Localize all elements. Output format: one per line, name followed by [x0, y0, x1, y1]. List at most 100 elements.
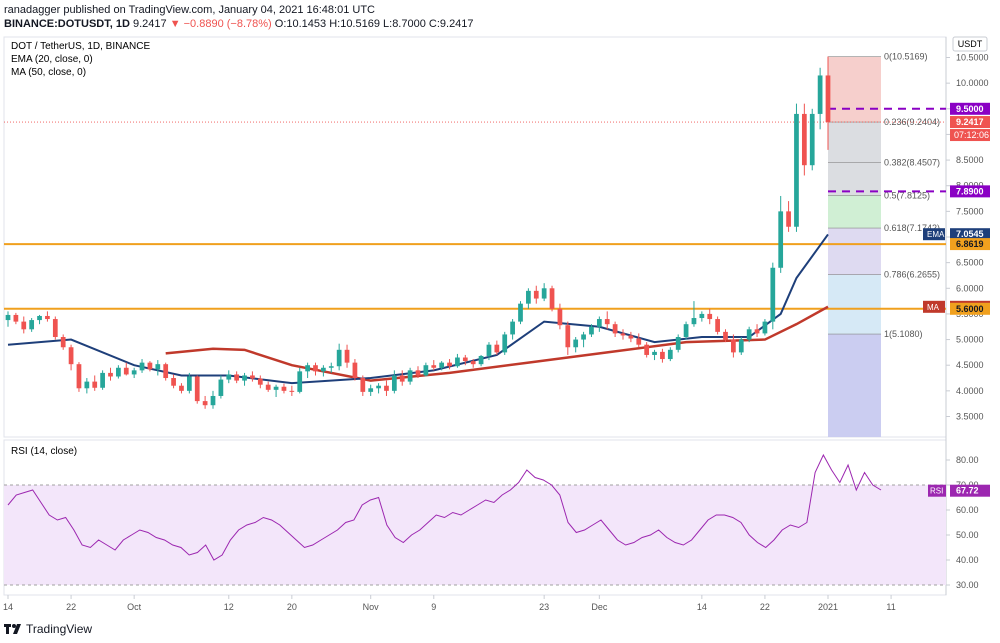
candle-body: [573, 339, 579, 348]
candle-body: [415, 370, 421, 376]
candle-body: [644, 344, 650, 355]
price-tag: [950, 185, 990, 198]
x-tick-label: 20: [287, 602, 297, 612]
candle-body: [147, 362, 153, 370]
candle-body: [581, 334, 586, 340]
tradingview-brand: TradingView: [26, 622, 93, 636]
candle-body: [809, 113, 815, 166]
candle-body: [801, 113, 807, 166]
candle-body: [770, 267, 776, 322]
candle-body: [179, 385, 184, 391]
candle-body: [786, 211, 791, 227]
publish-line: ranadagger published on TradingView.com,…: [4, 4, 375, 16]
y-tick-label: 6.5000: [956, 258, 984, 268]
ma50-line: [165, 305, 829, 382]
y-tick-label: 3.5000: [956, 411, 984, 421]
candle-body: [171, 378, 176, 386]
rsi-value-label: 67.72: [956, 486, 979, 496]
candle-body: [423, 365, 429, 376]
candle-body: [368, 388, 374, 392]
candle-body: [628, 335, 634, 339]
candle-body: [344, 349, 350, 363]
candle-body: [218, 379, 224, 396]
fib-label: 0.382(8.4507): [884, 158, 940, 168]
candle-body: [13, 314, 19, 322]
x-tick-label: 23: [539, 602, 549, 612]
candle-body: [778, 211, 784, 268]
candle-body: [305, 365, 310, 372]
price-tag-label: 6.8619: [956, 239, 984, 249]
y-tick-label: 4.5000: [956, 360, 984, 370]
candle-body: [257, 378, 263, 385]
price-tag: [950, 102, 990, 115]
ema-tag: [923, 228, 945, 241]
chart-legend-title: DOT / TetherUS, 1D, BINANCE: [11, 41, 150, 52]
fib-zone: [828, 228, 881, 275]
fib-zone: [828, 274, 881, 335]
candle-body: [76, 364, 82, 389]
currency-button[interactable]: [952, 36, 988, 52]
candle-body: [100, 372, 105, 388]
candle-body: [352, 362, 358, 379]
candle-body: [470, 361, 476, 365]
candle-body: [336, 349, 342, 367]
candle-body: [139, 362, 145, 371]
candle-body: [699, 313, 705, 319]
fib-zone: [828, 162, 881, 196]
price-tag-label: 7.0545: [956, 229, 984, 239]
rsi-y-tick-label: 50.00: [956, 530, 979, 540]
x-tick-label: 22: [66, 602, 76, 612]
candle-body: [636, 338, 642, 345]
y-tick-label: 5.0000: [956, 335, 984, 345]
candle-body: [431, 365, 437, 368]
candle-body: [399, 375, 405, 382]
x-tick-label: 22: [760, 602, 770, 612]
x-tick-label: 11: [886, 602, 895, 612]
price-axis: 10.500010.00009.50009.00008.50008.00007.…: [923, 53, 990, 421]
countdown-label: 07:12:06: [954, 130, 989, 140]
candle-body: [667, 349, 673, 360]
candle-body: [596, 319, 602, 327]
y-tick-label: 7.5000: [956, 206, 984, 216]
rsi-y-tick-label: 30.00: [956, 580, 979, 590]
horizontal-lines: [4, 107, 946, 310]
candle-body: [738, 339, 744, 353]
publish-info: ranadagger published on TradingView.com,…: [4, 4, 375, 16]
candle-body: [321, 367, 326, 372]
candle-body: [494, 344, 500, 353]
candle-body: [825, 75, 831, 123]
y-tick-label: 10.0000: [956, 78, 989, 88]
ma-legend: MA (50, close, 0): [11, 67, 86, 78]
candle-body: [478, 355, 484, 365]
candle-body: [612, 324, 618, 334]
candle-body: [817, 75, 823, 114]
countdown-tag: [950, 129, 990, 142]
fib-zone: [828, 122, 881, 163]
tradingview-logo-icon: [4, 623, 22, 635]
fibonacci-retracement: 0(10.5169) 0.236(9.2404) 0.382(8.4507) 0.5(…: [828, 52, 940, 437]
x-tick-label: Oct: [127, 602, 142, 612]
price-tag-label: 5.6000: [956, 304, 984, 314]
footer: TradingView: [4, 622, 92, 636]
candle-body: [762, 321, 768, 334]
fib-label: 0.236(9.2404): [884, 117, 940, 127]
price-tag: [950, 238, 990, 251]
candle-body: [234, 374, 240, 381]
x-tick-label: 9: [431, 602, 436, 612]
x-tick-label: 2021: [818, 602, 838, 612]
candle-body: [794, 113, 799, 227]
candle-body: [462, 357, 468, 362]
y-tick-label: 6.0000: [956, 283, 984, 293]
candle-body: [163, 364, 169, 379]
x-tick-label: Dec: [591, 602, 608, 612]
candle-body: [123, 367, 129, 375]
candle-body: [37, 315, 42, 321]
candle-body: [273, 386, 279, 390]
y-tick-label: 8.5000: [956, 155, 984, 165]
candle-body: [731, 339, 736, 353]
price-tag: [950, 302, 990, 315]
ma-tag: [923, 300, 945, 313]
candlesticks: [5, 56, 831, 409]
candle-body: [289, 390, 295, 392]
